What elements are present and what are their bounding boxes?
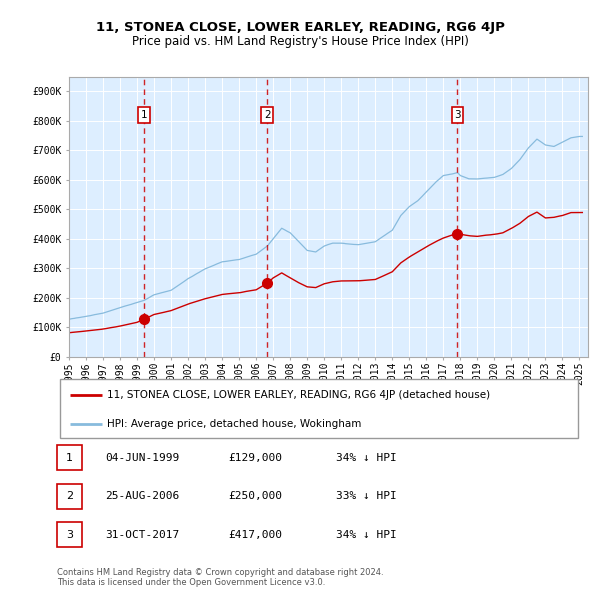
- Text: 31-OCT-2017: 31-OCT-2017: [105, 530, 179, 539]
- Text: £250,000: £250,000: [228, 491, 282, 501]
- Text: 1: 1: [66, 453, 73, 463]
- Text: 33% ↓ HPI: 33% ↓ HPI: [336, 491, 397, 501]
- Text: 34% ↓ HPI: 34% ↓ HPI: [336, 453, 397, 463]
- Text: £417,000: £417,000: [228, 530, 282, 539]
- Text: Contains HM Land Registry data © Crown copyright and database right 2024.: Contains HM Land Registry data © Crown c…: [57, 568, 383, 576]
- Text: 3: 3: [454, 110, 461, 120]
- Text: 11, STONEA CLOSE, LOWER EARLEY, READING, RG6 4JP (detached house): 11, STONEA CLOSE, LOWER EARLEY, READING,…: [107, 390, 490, 400]
- Text: 1: 1: [141, 110, 148, 120]
- Text: 3: 3: [66, 530, 73, 539]
- Text: HPI: Average price, detached house, Wokingham: HPI: Average price, detached house, Woki…: [107, 419, 361, 429]
- Text: Price paid vs. HM Land Registry's House Price Index (HPI): Price paid vs. HM Land Registry's House …: [131, 35, 469, 48]
- Text: 25-AUG-2006: 25-AUG-2006: [105, 491, 179, 501]
- Text: 34% ↓ HPI: 34% ↓ HPI: [336, 530, 397, 539]
- Text: This data is licensed under the Open Government Licence v3.0.: This data is licensed under the Open Gov…: [57, 578, 325, 587]
- FancyBboxPatch shape: [59, 379, 578, 438]
- Text: 2: 2: [264, 110, 271, 120]
- Text: 04-JUN-1999: 04-JUN-1999: [105, 453, 179, 463]
- Text: 2: 2: [66, 491, 73, 501]
- Text: £129,000: £129,000: [228, 453, 282, 463]
- Text: 11, STONEA CLOSE, LOWER EARLEY, READING, RG6 4JP: 11, STONEA CLOSE, LOWER EARLEY, READING,…: [95, 21, 505, 34]
